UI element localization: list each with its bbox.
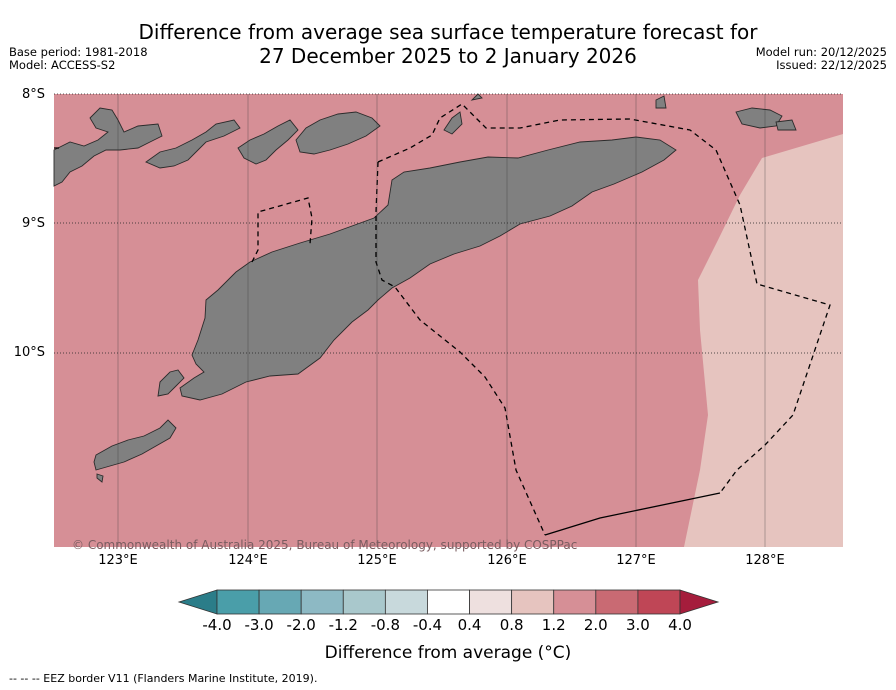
colorbar-segment: [342, 589, 386, 615]
colorbar-segment: [427, 589, 470, 615]
solor-island: [145, 119, 241, 169]
colorbar-tick-label: -3.0: [244, 616, 274, 634]
timor-island: [179, 136, 677, 401]
wetar-island: [295, 111, 381, 155]
title-line-1: Difference from average sea surface temp…: [138, 20, 758, 44]
eez-borders: [54, 103, 831, 536]
eez-border-timor: [375, 161, 546, 536]
title-line-2: 27 December 2025 to 2 January 2026: [259, 44, 637, 68]
eez-legend: -- -- -- EEZ border V11 (Flanders Marine…: [9, 672, 318, 685]
colorbar-segment: [595, 589, 639, 615]
colorbar-segment: [511, 589, 555, 615]
model-name: Model: ACCESS-S2: [9, 58, 116, 72]
flores-island: [53, 107, 163, 187]
babar-island: [775, 119, 797, 131]
meta-left: Base period: 1981-2018 Model: ACCESS-S2: [9, 46, 148, 72]
colorbar-label: Difference from average (°C): [324, 643, 572, 663]
eez-border-solid-segment: [544, 492, 721, 536]
lat-gridlines: [54, 93, 843, 354]
sawu-island: [93, 419, 177, 471]
colorbar-segment: [553, 589, 597, 615]
colorbar-extend-low: [177, 589, 218, 615]
alor-island: [237, 119, 299, 165]
rote-island: [157, 369, 185, 397]
chart-title: Difference from average sea surface temp…: [0, 20, 896, 68]
colorbar-segment: [469, 589, 513, 615]
colorbar-tick-label: 3.0: [625, 616, 650, 634]
colorbar-tick-label: -0.4: [412, 616, 443, 634]
model-run: Model run: 20/12/2025: [755, 45, 887, 59]
island-north: [470, 93, 483, 101]
colorbar-segment: [637, 589, 681, 615]
lon-label-125e: 125°E: [357, 553, 397, 568]
eez-border-oecusse: [251, 197, 313, 263]
colorbar-segment: [216, 589, 260, 615]
colorbar-tick-label: -2.0: [286, 616, 316, 634]
colorbar-tick-label: -4.0: [202, 616, 232, 634]
lon-label-128e: 128°E: [745, 553, 785, 568]
copyright-notice: © Commonwealth of Australia 2025, Bureau…: [72, 538, 578, 552]
colorbar-tick-label: 2.0: [583, 616, 608, 634]
colorbar-extend-high: [679, 589, 720, 615]
sea-cool-anomaly-region: [684, 134, 843, 547]
base-period: Base period: 1981-2018: [9, 45, 148, 59]
colorbar-segment: [384, 589, 428, 615]
issued-date: Issued: 22/12/2025: [776, 58, 887, 72]
lon-label-126e: 126°E: [487, 553, 527, 568]
lat-label-10s: 10°S: [13, 345, 45, 360]
eez-border-north: [54, 103, 831, 494]
land-masses: [53, 93, 797, 483]
gridlines: [117, 94, 766, 547]
kisar-island: [443, 111, 463, 135]
colorbar-tick-label: 0.4: [457, 616, 482, 634]
colorbar-tick-label: 1.2: [541, 616, 566, 634]
colorbar-tick-label: -0.8: [370, 616, 400, 634]
colorbar-tick-label: -1.2: [328, 616, 358, 634]
sermata-island: [735, 107, 783, 129]
lon-label-124e: 124°E: [228, 553, 268, 568]
colorbar-segment: [258, 589, 302, 615]
leti-island: [655, 95, 667, 109]
meta-right: Model run: 20/12/2025 Issued: 22/12/2025: [756, 46, 887, 72]
colorbar: [177, 589, 720, 615]
colorbar-segment: [300, 589, 344, 615]
lat-label-8s: 8°S: [21, 87, 45, 102]
lat-label-9s: 9°S: [21, 216, 45, 231]
colorbar-tick-label: 4.0: [668, 616, 692, 634]
lon-label-123e: 123°E: [98, 553, 138, 568]
lon-label-127e: 127°E: [616, 553, 656, 568]
colorbar-tick-label: 0.8: [499, 616, 524, 634]
